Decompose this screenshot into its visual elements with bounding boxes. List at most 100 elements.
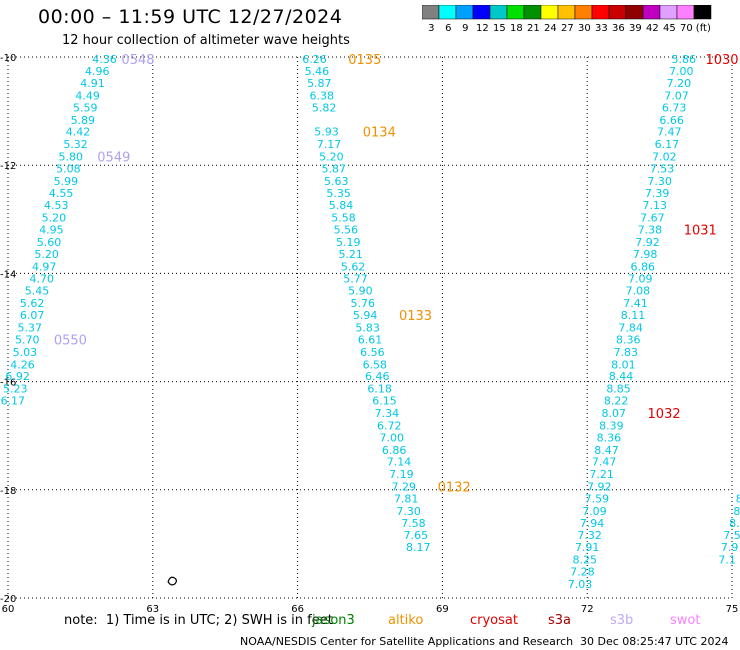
altimeter-track: 4.364.964.914.495.595.894.425.325.805.08…: [1, 53, 117, 407]
colorbar-swatch: [676, 5, 695, 20]
wave-height-value: 5.89: [71, 114, 96, 127]
wave-height-value: 7.67: [640, 212, 665, 225]
colorbar-label: 15: [493, 23, 506, 34]
wave-height-value: 8.11: [621, 309, 646, 322]
satellite-legend-item: s3b: [610, 613, 634, 628]
wave-height-value: 7.20: [667, 77, 692, 90]
wave-height-value: 6.86: [382, 444, 407, 457]
wave-height-value: 5.46: [305, 65, 330, 78]
wave-height-value: 7.32: [577, 529, 602, 542]
wave-height-value: 7.30: [396, 505, 421, 518]
wave-height-value: 4.55: [49, 187, 74, 200]
lat-tick-label: -12: [0, 161, 16, 172]
footer-timestamp: 30 Dec 08:25:47 UTC 2024: [580, 635, 729, 648]
wave-height-value: 7.29: [392, 481, 417, 494]
colorbar-label: 39: [629, 23, 642, 34]
satellite-legend-item: s3a: [548, 613, 572, 628]
wave-height-value: 5.77: [343, 272, 368, 285]
wave-height-value: 6.92: [5, 370, 30, 383]
colorbar-swatch: [422, 5, 440, 20]
wave-height-value: 6.17: [655, 138, 680, 151]
colorbar-label: 6: [445, 23, 451, 34]
colorbar-swatch: [455, 5, 474, 20]
colorbar-label: 21: [527, 23, 540, 34]
pass-time-label: 0549: [97, 151, 130, 166]
wave-height-value: 7.34: [375, 407, 400, 420]
wave-height-value: 7.09: [628, 272, 653, 285]
wave-height-value: 6.58: [363, 358, 388, 371]
wave-height-value: 7.59: [585, 492, 610, 505]
wave-height-value: 7.28: [570, 565, 595, 578]
colorbar-label: (ft): [696, 23, 711, 34]
lon-tick-label: 75: [726, 604, 739, 615]
wave-height-value: 4.70: [30, 272, 55, 285]
wave-height-value: 7.91: [575, 541, 600, 554]
color-legend: 3 6 9 12 15 18 21 24 27 30 33 36 39 42 45 70 (ft): [422, 5, 712, 34]
wave-height-value: 6.26: [302, 53, 327, 66]
wave-height-value: 7.13: [643, 199, 668, 212]
page-title: 00:00 – 11:59 UTC 12/27/2024: [38, 6, 343, 28]
wave-height-value: 5.82: [312, 101, 337, 114]
lon-tick-label: 72: [581, 604, 594, 615]
wave-height-value: 5.76: [351, 297, 376, 310]
colorbar-swatch: [591, 5, 610, 20]
wave-height-value: 6.07: [20, 309, 45, 322]
colorbar-label: 12: [476, 23, 489, 34]
colorbar-swatch: [557, 5, 576, 20]
wave-height-value: 8.36: [616, 333, 641, 346]
wave-height-value: 7.94: [580, 517, 605, 530]
wave-height-value: 8.22: [604, 395, 629, 408]
wave-height-value: 6.18: [367, 383, 392, 396]
wave-height-value: 7.02: [652, 151, 677, 164]
colorbar-label: 24: [544, 23, 557, 34]
colorbar-label: 45: [663, 23, 676, 34]
wave-height-value: 5.08: [56, 162, 81, 175]
colorbar-label: 30: [578, 23, 591, 34]
wave-height-value: 6.66: [659, 114, 684, 127]
lon-tick-label: 66: [291, 604, 304, 615]
wave-height-value: 8.01: [611, 358, 636, 371]
wave-height-value: 8: [736, 492, 740, 505]
wave-height-value: 6.15: [372, 395, 397, 408]
colorbar-swatch: [659, 5, 678, 20]
wave-height-value: 7.5: [723, 529, 740, 542]
wave-height-value: 5.80: [58, 151, 83, 164]
pass-time-label: 1031: [684, 224, 717, 239]
wave-height-value: 8.36: [597, 431, 622, 444]
wave-height-value: 5.99: [54, 175, 79, 188]
pass-time-label: 0550: [54, 333, 87, 348]
wave-height-value: 5.19: [336, 236, 361, 249]
wave-height-value: 4.49: [75, 89, 100, 102]
wave-height-value: 5.86: [671, 53, 696, 66]
wave-height-value: 7.21: [589, 468, 614, 481]
satellite-legend-item: cryosat: [470, 613, 518, 628]
wave-height-value: 8.85: [606, 383, 631, 396]
wave-height-value: 7.1: [718, 554, 736, 567]
wave-height-value: 8.: [729, 517, 740, 530]
wave-height-value: 5.20: [42, 212, 67, 225]
wave-height-value: 4.42: [66, 126, 91, 139]
wave-height-value: 5.94: [353, 309, 378, 322]
lon-tick-label: 60: [2, 604, 15, 615]
lat-tick-label: -20: [0, 594, 16, 605]
altimeter-track: 5.867.007.207.076.736.667.476.177.027.53…: [568, 53, 696, 591]
wave-height-value: 6.56: [360, 346, 385, 359]
wave-height-value: 5.56: [334, 224, 359, 237]
wave-height-value: 5.87: [322, 162, 347, 175]
map-grid: 60 63 66 69 72 75 -10 -12 -14 -16 -18 -20: [0, 53, 738, 615]
colorbar-swatch: [608, 5, 627, 20]
wave-height-value: 5.62: [341, 260, 366, 273]
colorbar-swatch: [642, 5, 661, 20]
wave-height-value: 5.62: [20, 297, 45, 310]
wave-height-value: 8.39: [599, 419, 624, 432]
wave-height-value: 7.09: [582, 505, 607, 518]
wave-height-value: 4.95: [39, 224, 64, 237]
altimeter-track: 6.265.465.876.385.825.937.175.205.875.63…: [302, 53, 430, 554]
wave-height-value: 6.38: [309, 89, 334, 102]
wave-height-value: 7.92: [587, 481, 612, 494]
wave-height-value: 6.72: [377, 419, 402, 432]
wave-height-value: 5.93: [314, 126, 339, 139]
wave-height-value: 5.03: [13, 346, 38, 359]
page-subtitle: 12 hour collection of altimeter wave hei…: [62, 33, 350, 48]
